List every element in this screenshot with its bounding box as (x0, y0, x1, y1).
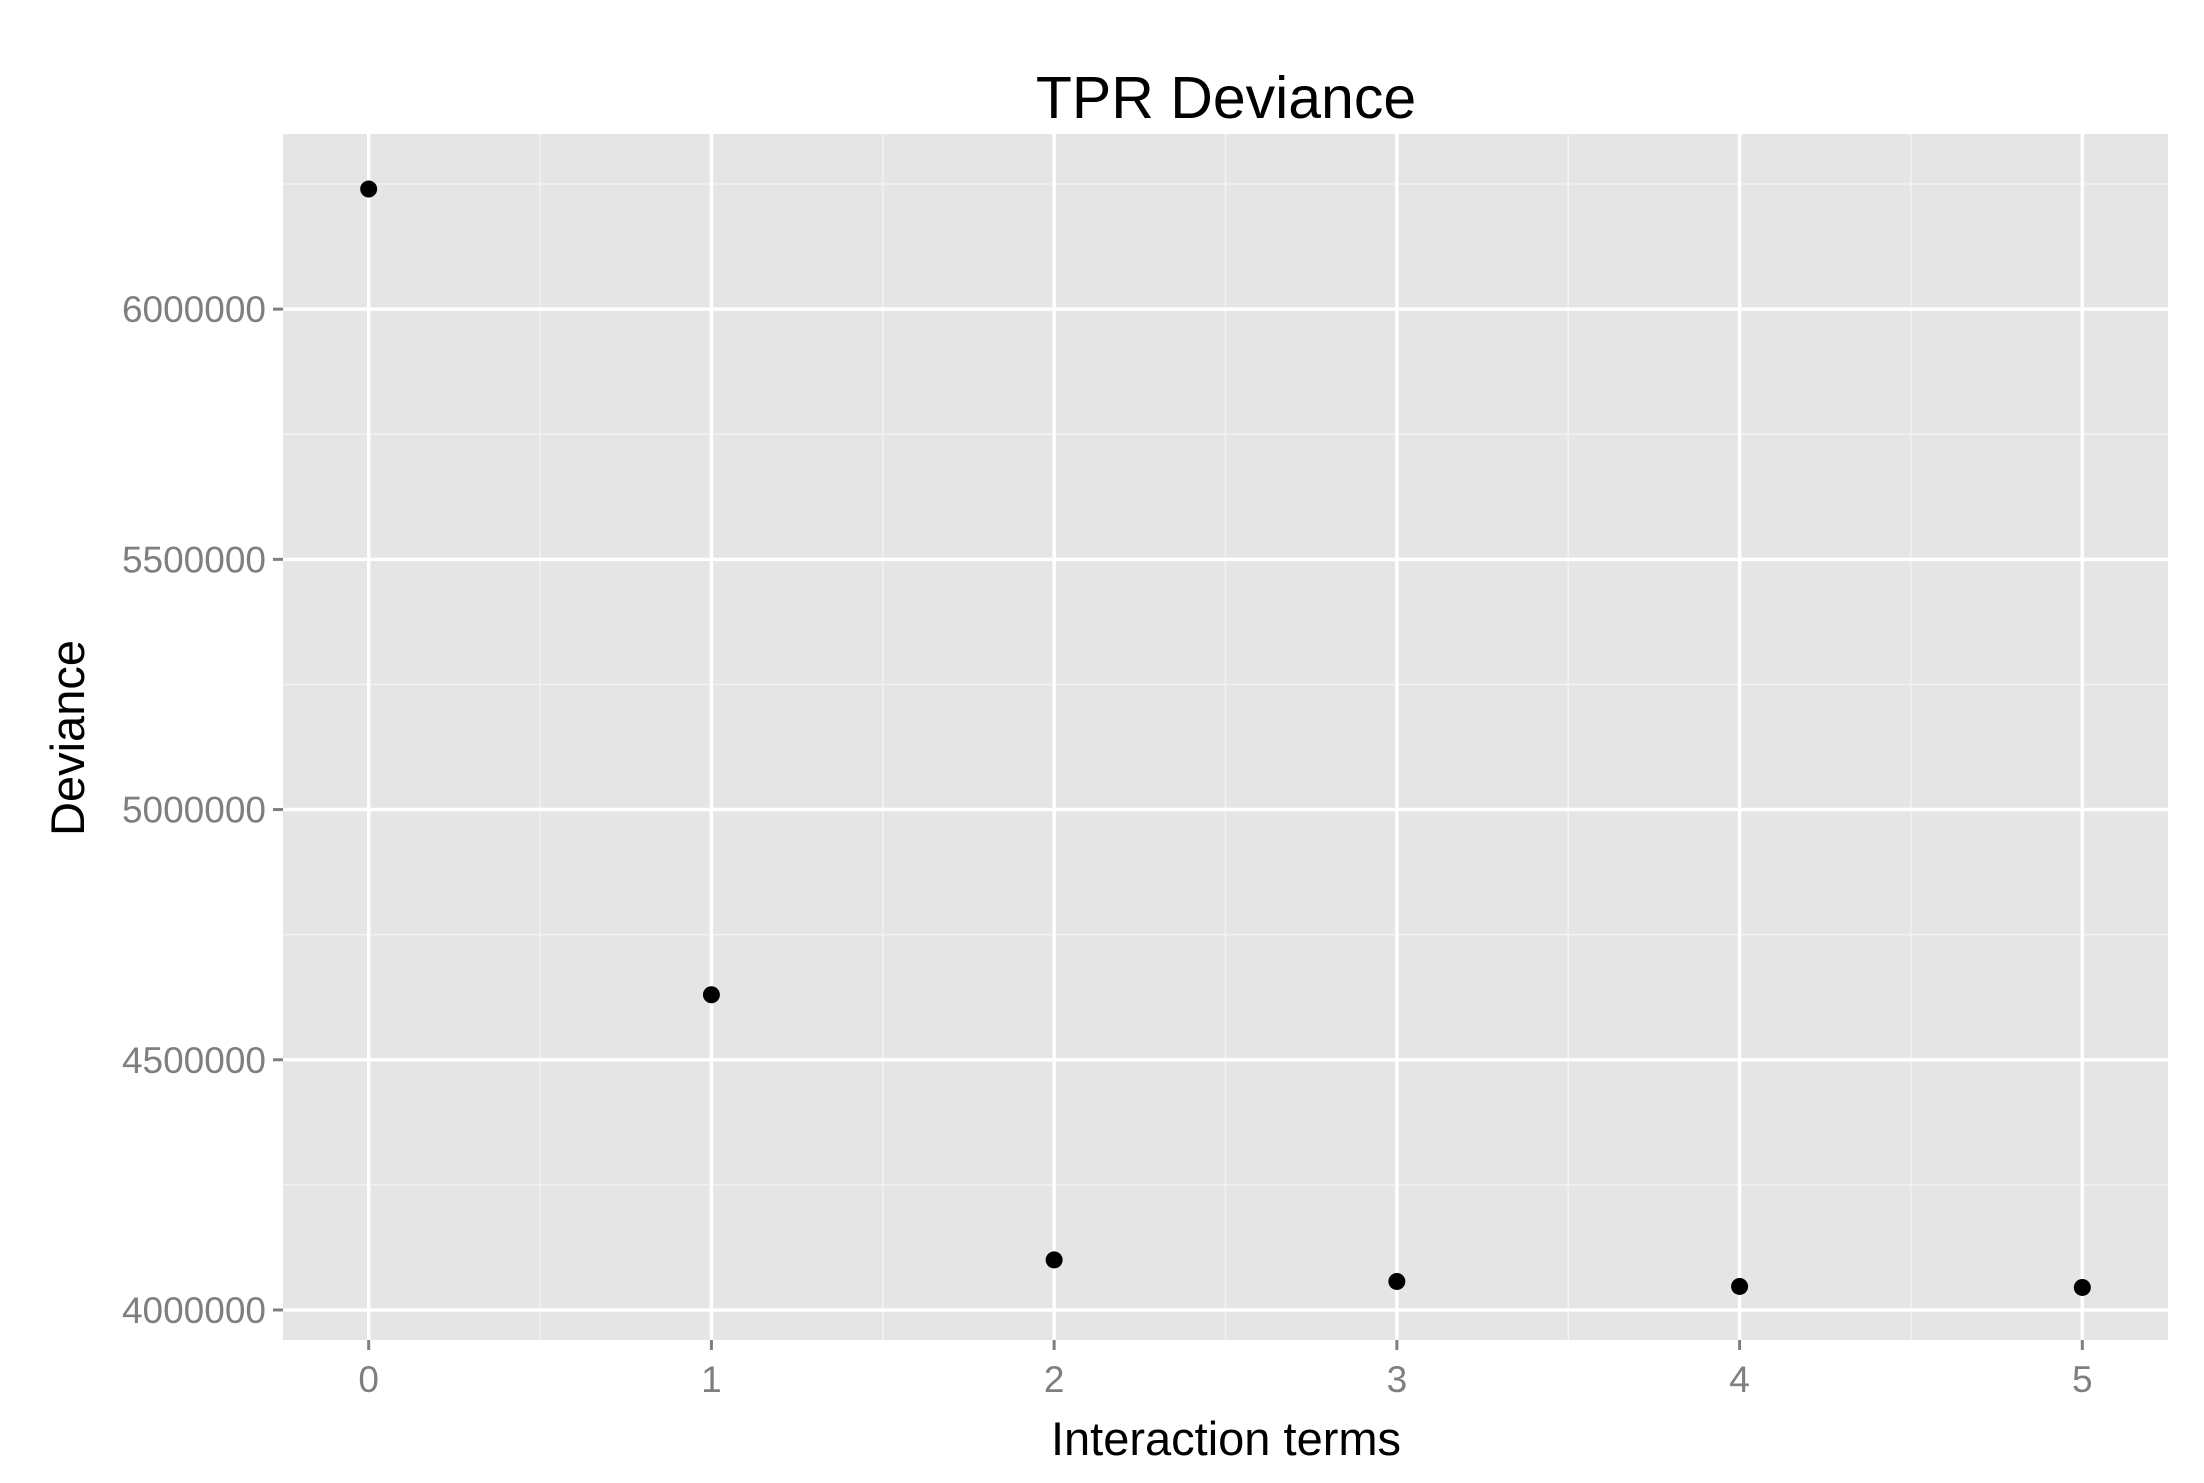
x-tick-label: 0 (358, 1359, 379, 1400)
data-point (1045, 1251, 1063, 1269)
x-tick-label: 1 (701, 1359, 722, 1400)
x-tick-label: 2 (1044, 1359, 1065, 1400)
y-tick-label: 4500000 (122, 1040, 266, 1081)
x-tick-label: 5 (2072, 1359, 2093, 1400)
x-axis: 0 1 2 3 4 5 (358, 1340, 2093, 1400)
data-point (1731, 1277, 1749, 1295)
data-points (360, 180, 2091, 1296)
y-tick-label: 6000000 (122, 289, 266, 330)
chart-title: TPR Deviance (1036, 65, 1416, 131)
data-point (2073, 1278, 2091, 1296)
x-tick-label: 3 (1387, 1359, 1408, 1400)
data-point (702, 986, 720, 1004)
x-tick-label: 4 (1729, 1359, 1750, 1400)
y-tick-label: 5000000 (122, 790, 266, 831)
minor-gridlines (283, 134, 2168, 1340)
y-axis: 4000000 4500000 5000000 5500000 6000000 (122, 289, 283, 1331)
data-point (360, 180, 378, 198)
y-tick-label: 4000000 (122, 1290, 266, 1331)
data-point (1388, 1272, 1406, 1290)
y-axis-title: Deviance (41, 640, 94, 836)
y-tick-label: 5500000 (122, 539, 266, 580)
major-gridlines (283, 134, 2168, 1340)
x-axis-title: Interaction terms (1051, 1412, 1401, 1465)
